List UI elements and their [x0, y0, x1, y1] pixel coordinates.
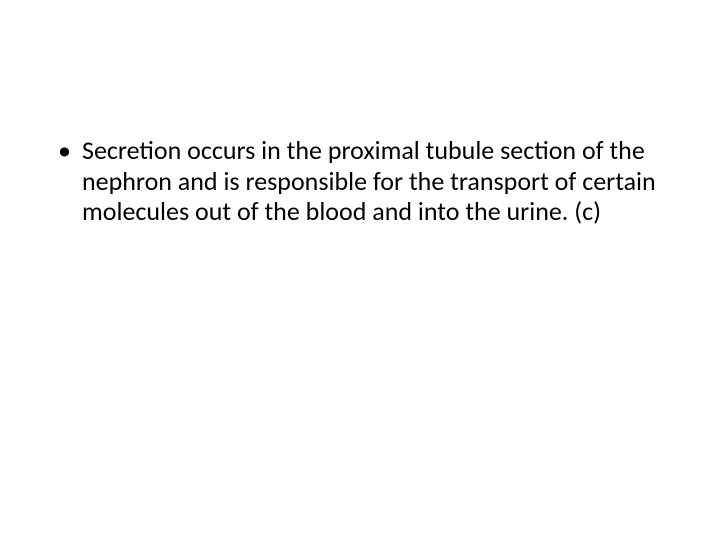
bullet-text: Secretion occurs in the proximal tubule … [82, 134, 656, 227]
bullet-list: Secretion occurs in the proximal tubule … [54, 135, 666, 227]
list-item: Secretion occurs in the proximal tubule … [54, 135, 666, 227]
slide: Secretion occurs in the proximal tubule … [0, 0, 720, 540]
